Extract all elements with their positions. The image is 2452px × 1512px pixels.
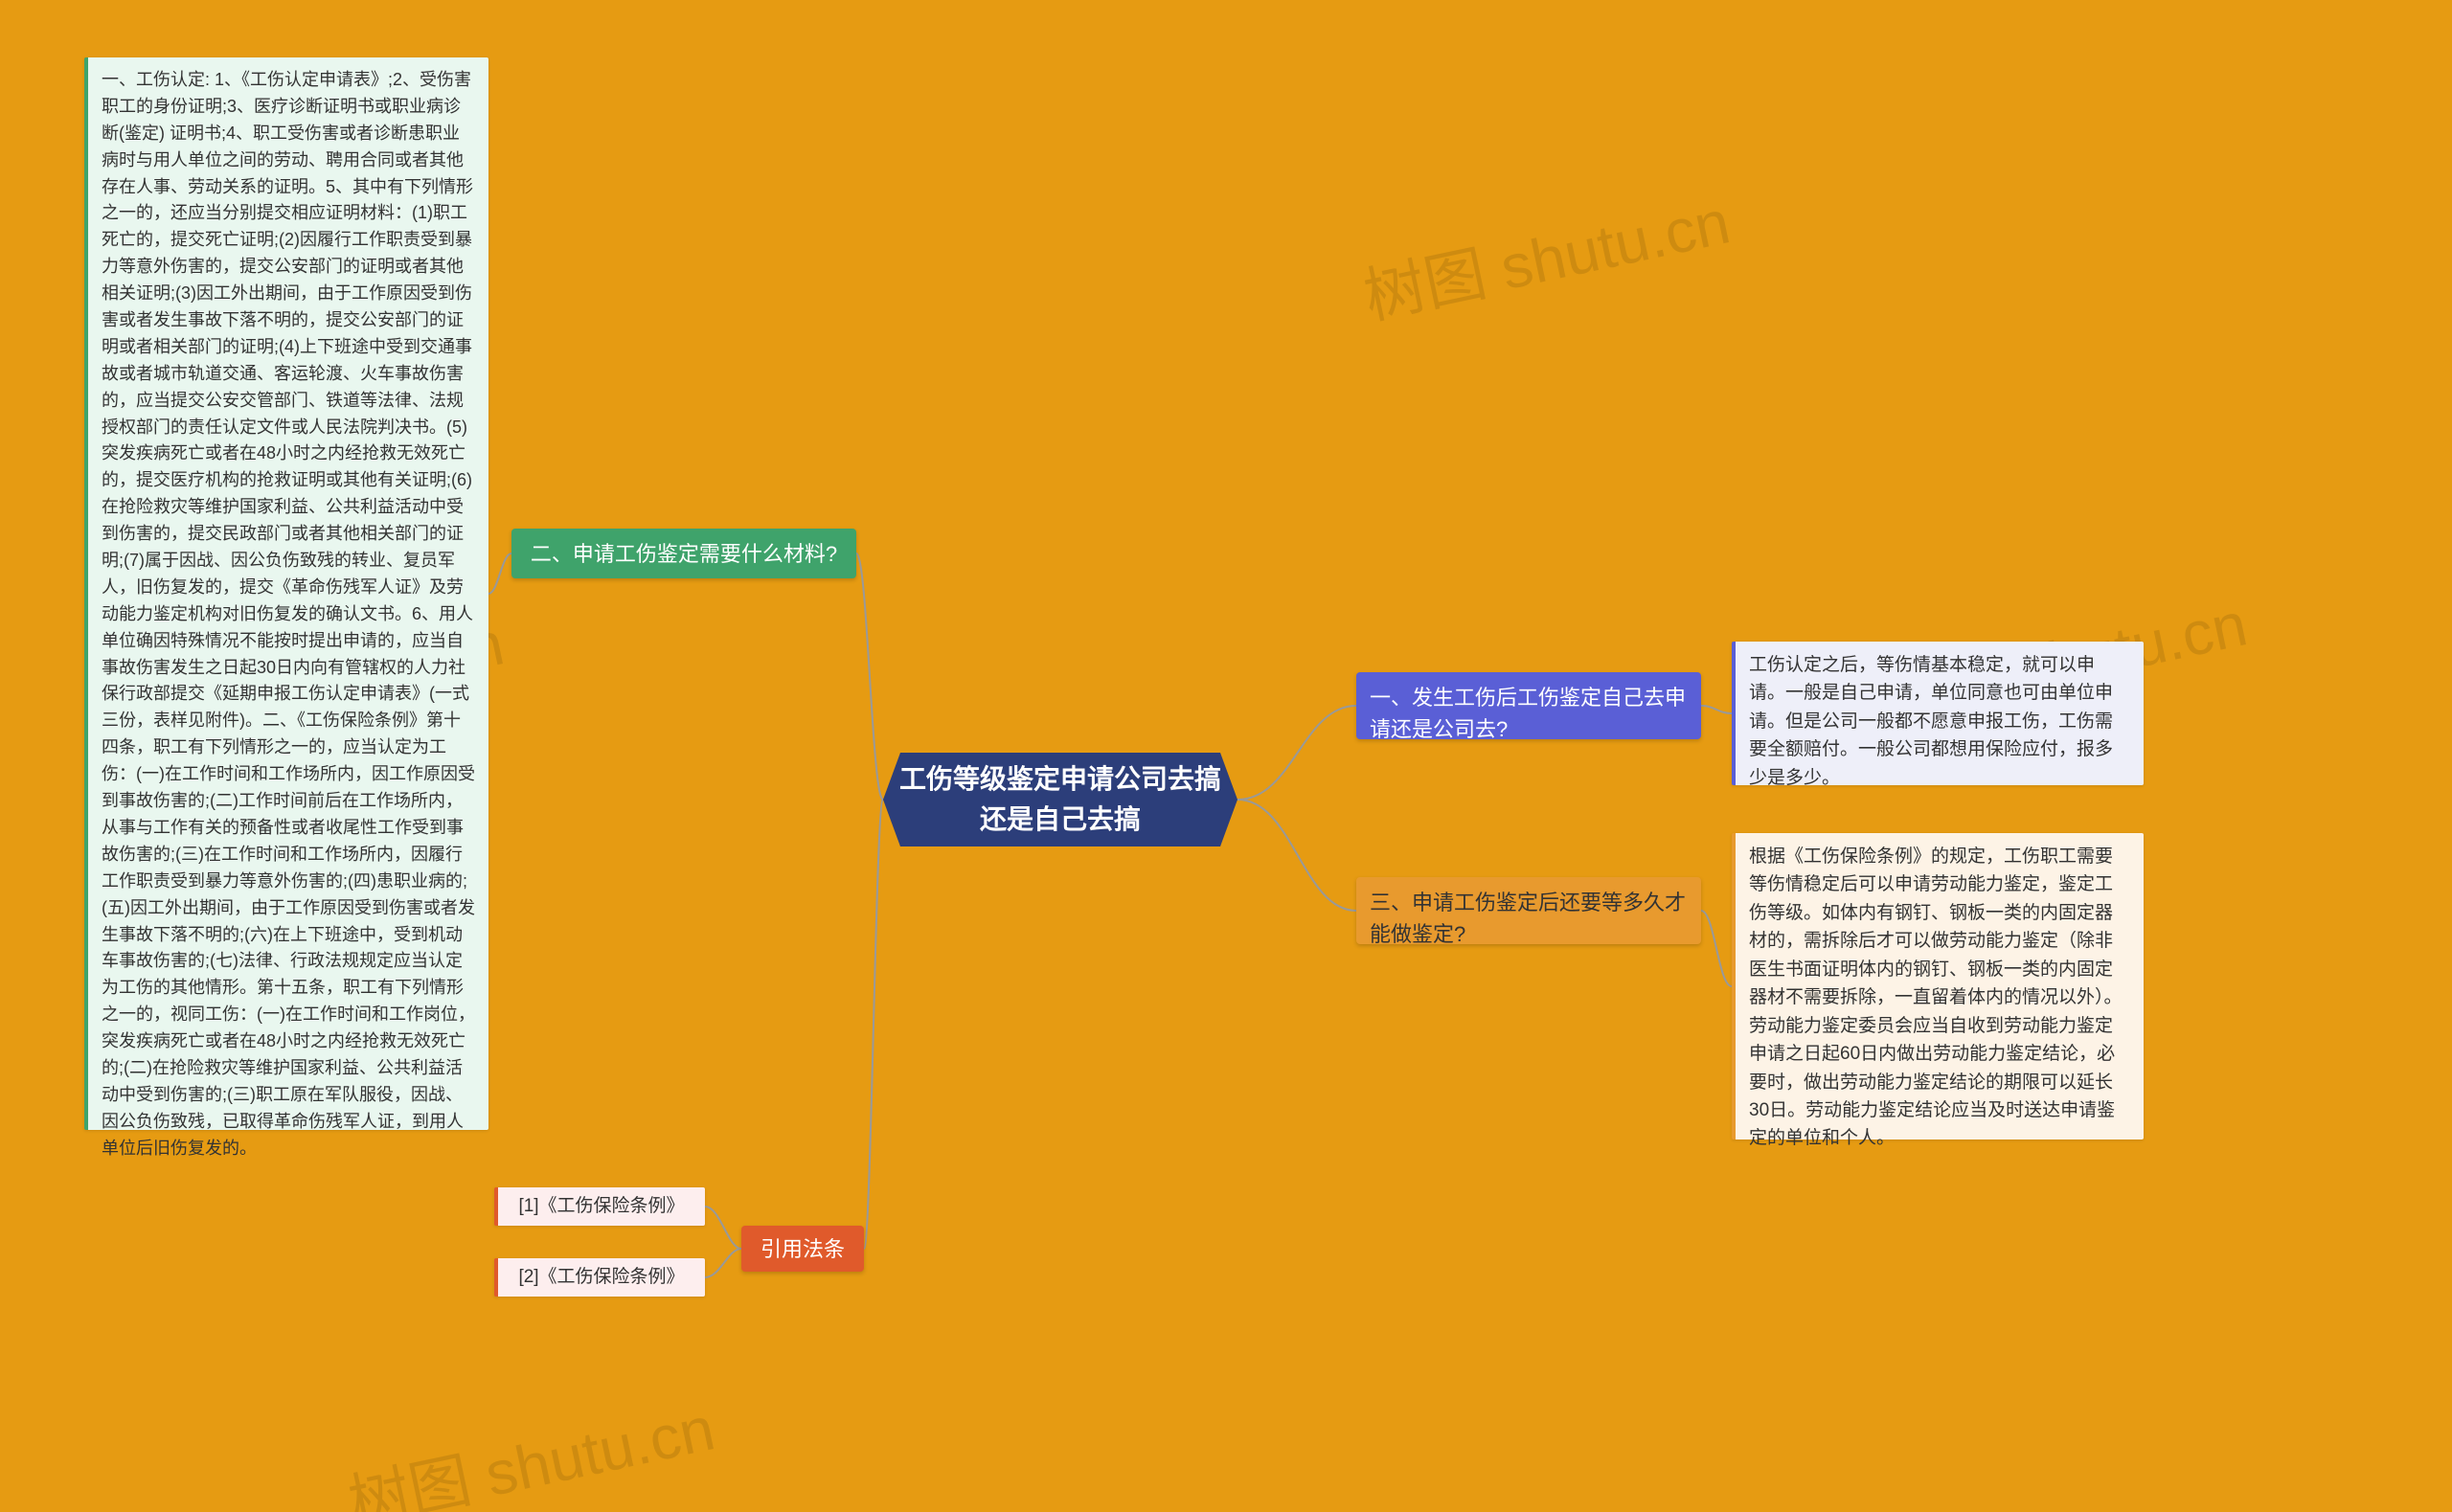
- leaf-wait-time-detail: 根据《工伤保险条例》的规定，工伤职工需要等伤情稳定后可以申请劳动能力鉴定，鉴定工…: [1732, 833, 2144, 1140]
- leaf-who-applies-detail: 工伤认定之后，等伤情基本稳定，就可以申请。一般是自己申请，单位同意也可由单位申请…: [1732, 642, 2144, 785]
- mindmap-canvas: 树图 shutu.cn 树图 shutu.cn 树图 shutu.cn 树图 s…: [0, 0, 2452, 1512]
- leaf-citation-2: [2]《工伤保险条例》: [494, 1258, 705, 1297]
- root-node: 工伤等级鉴定申请公司去搞还是自己去搞: [883, 753, 1237, 846]
- watermark: 树图 shutu.cn: [340, 1380, 721, 1512]
- branch-citations: 引用法条: [741, 1226, 864, 1272]
- leaf-materials-detail: 一、工伤认定: 1、《工伤认定申请表》;2、受伤害职工的身份证明;3、医疗诊断证…: [84, 57, 488, 1130]
- branch-wait-time: 三、申请工伤鉴定后还要等多久才能做鉴定?: [1356, 877, 1701, 944]
- branch-who-applies: 一、发生工伤后工伤鉴定自己去申请还是公司去?: [1356, 672, 1701, 739]
- watermark: 树图 shutu.cn: [1355, 173, 1737, 337]
- branch-materials: 二、申请工伤鉴定需要什么材料?: [511, 529, 856, 578]
- leaf-citation-1: [1]《工伤保险条例》: [494, 1187, 705, 1226]
